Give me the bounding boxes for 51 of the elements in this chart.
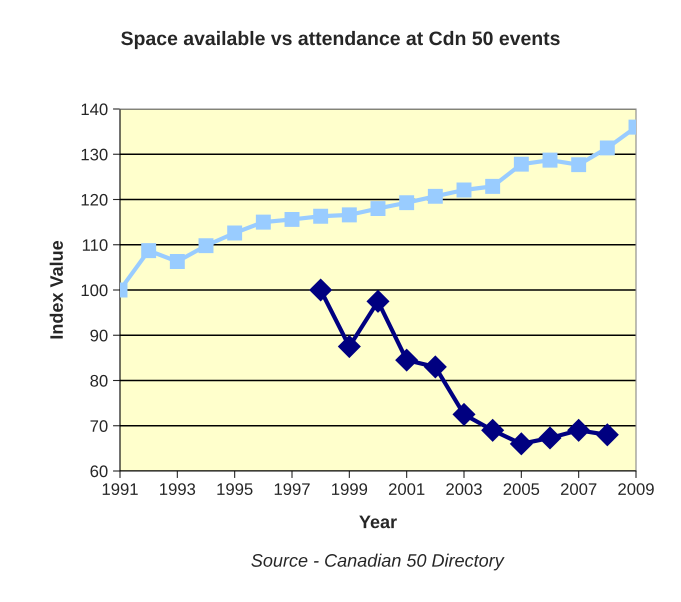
point xyxy=(481,418,504,442)
point xyxy=(399,195,414,210)
point xyxy=(542,152,558,168)
point xyxy=(510,432,533,456)
y-tick-label: 60 xyxy=(90,465,108,478)
point xyxy=(571,157,586,172)
point xyxy=(395,348,418,372)
point xyxy=(538,426,562,450)
x-tick-label: 1991 xyxy=(102,483,138,496)
x-tick-label: 2009 xyxy=(618,483,654,496)
point xyxy=(284,212,300,227)
point xyxy=(227,226,242,240)
point xyxy=(370,201,386,216)
x-tick-label: 2001 xyxy=(388,483,424,496)
point xyxy=(600,140,615,156)
point xyxy=(170,254,185,269)
source-note: Source - Canadian 50 Directory xyxy=(251,554,505,570)
point xyxy=(428,188,443,204)
x-tick-label: 1997 xyxy=(274,483,310,496)
x-tick-label: 1999 xyxy=(332,483,368,496)
point xyxy=(313,208,328,224)
x-tick-label: 1993 xyxy=(160,483,196,496)
y-tick-label: 140 xyxy=(82,103,108,116)
point xyxy=(514,156,529,172)
point xyxy=(424,356,447,378)
point xyxy=(366,290,390,313)
chart-title: Space available vs attendance at Cdn 50 events xyxy=(121,30,560,50)
y-tick-label: 80 xyxy=(90,374,108,387)
point xyxy=(338,335,361,358)
y-tick-label: 100 xyxy=(82,284,108,296)
point xyxy=(452,403,476,426)
point xyxy=(198,238,214,254)
x-tick-label: 2003 xyxy=(446,483,482,496)
y-tick-label: 90 xyxy=(90,330,108,342)
y-axis-title: Index Value xyxy=(50,240,63,338)
x-axis-title: Year xyxy=(359,516,397,528)
y-tick-label: 110 xyxy=(82,239,108,251)
point xyxy=(596,423,619,446)
point xyxy=(456,182,472,198)
y-tick-label: 120 xyxy=(82,194,108,206)
point xyxy=(485,178,500,194)
point xyxy=(567,418,590,442)
y-tick-label: 130 xyxy=(82,148,108,160)
x-tick-label: 2007 xyxy=(560,483,596,496)
point xyxy=(256,214,271,230)
point xyxy=(342,207,357,222)
point xyxy=(309,278,332,302)
x-tick-label: 1995 xyxy=(217,483,253,496)
x-tick-label: 2005 xyxy=(504,483,540,496)
point xyxy=(141,243,156,258)
y-tick-label: 70 xyxy=(90,420,108,432)
